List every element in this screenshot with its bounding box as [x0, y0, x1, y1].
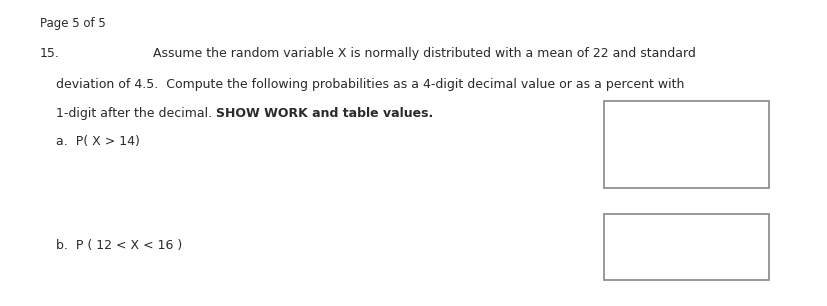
Text: Page 5 of 5: Page 5 of 5 [40, 17, 106, 30]
Text: Assume the random variable X is normally distributed with a mean of 22 and stand: Assume the random variable X is normally… [153, 47, 696, 60]
Text: deviation of 4.5.  Compute the following probabilities as a 4-digit decimal valu: deviation of 4.5. Compute the following … [56, 78, 685, 91]
FancyBboxPatch shape [604, 101, 769, 188]
Text: b.  P ( 12 < X < 16 ): b. P ( 12 < X < 16 ) [56, 239, 183, 252]
Text: SHOW WORK and table values.: SHOW WORK and table values. [217, 107, 433, 120]
Text: 1-digit after the decimal.: 1-digit after the decimal. [56, 107, 217, 120]
Text: a.  P( X > 14): a. P( X > 14) [56, 135, 140, 147]
Text: 15.: 15. [40, 47, 60, 60]
FancyBboxPatch shape [604, 214, 769, 280]
